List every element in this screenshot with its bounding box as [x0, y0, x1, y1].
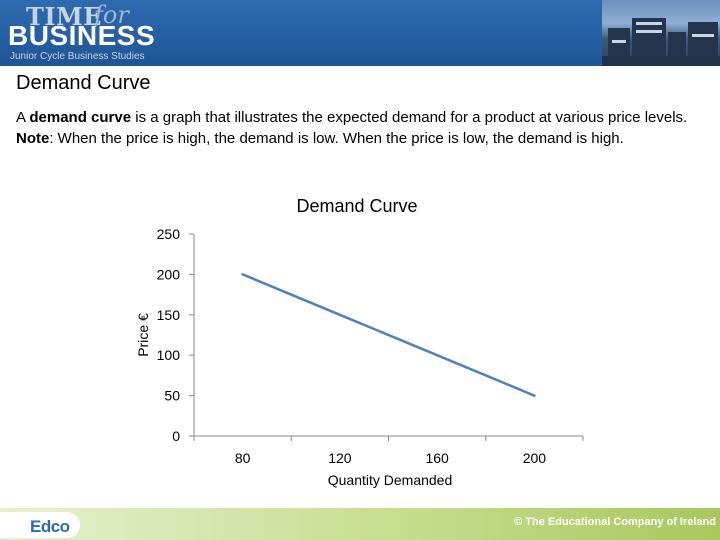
y-tick-label: 150: [157, 307, 181, 323]
demand-data-point: [338, 313, 342, 316]
definition-prefix: A: [16, 109, 30, 126]
copyright-text: © The Educational Company of Ireland: [514, 516, 716, 528]
y-tick-label: 200: [157, 266, 181, 282]
x-tick-label: 200: [523, 450, 547, 466]
demand-data-point: [533, 394, 536, 397]
description-paragraph: A demand curve is a graph that illustrat…: [16, 107, 706, 149]
y-axis-label: Price €: [135, 313, 151, 357]
city-photo: [602, 0, 720, 66]
demand-series-line: [241, 273, 536, 397]
y-tick-label: 100: [157, 347, 181, 363]
footer-bar: Edco © The Educational Company of Irelan…: [0, 508, 720, 540]
page-title: Demand Curve: [16, 72, 151, 94]
edco-logo: Edco: [30, 517, 70, 536]
x-tick-label: 160: [425, 450, 449, 466]
y-tick-label: 0: [172, 428, 180, 444]
definition-text: is a graph that illustrates the expected…: [131, 109, 688, 126]
note-text: : When the price is high, the demand is …: [49, 130, 624, 147]
definition-term: demand curve: [29, 109, 132, 126]
y-tick-label: 250: [157, 226, 181, 242]
y-tick-label: 50: [164, 388, 180, 404]
x-tick-label: 120: [328, 450, 352, 466]
logo-time-text: TIME: [26, 2, 102, 31]
chart-title: Demand Curve: [296, 196, 417, 216]
logo-business-text: BUSINESS: [8, 20, 156, 51]
x-tick-label: 80: [235, 450, 251, 466]
note-label: Note: [16, 130, 50, 147]
chart-ticks: 0 50 100 150 200 250 80 120 160 200: [157, 226, 584, 466]
edco-logo-pill: Edco: [0, 512, 80, 538]
header-banner: TIME for BUSINESS Junior Cycle Business …: [0, 0, 720, 66]
logo-for-text: for: [94, 1, 129, 29]
x-axis-label: Quantity Demanded: [328, 472, 453, 488]
demand-data-point: [435, 354, 439, 357]
chart-series: [241, 273, 536, 397]
logo-subtitle: Junior Cycle Business Studies: [10, 51, 145, 62]
demand-data-point: [241, 273, 244, 276]
